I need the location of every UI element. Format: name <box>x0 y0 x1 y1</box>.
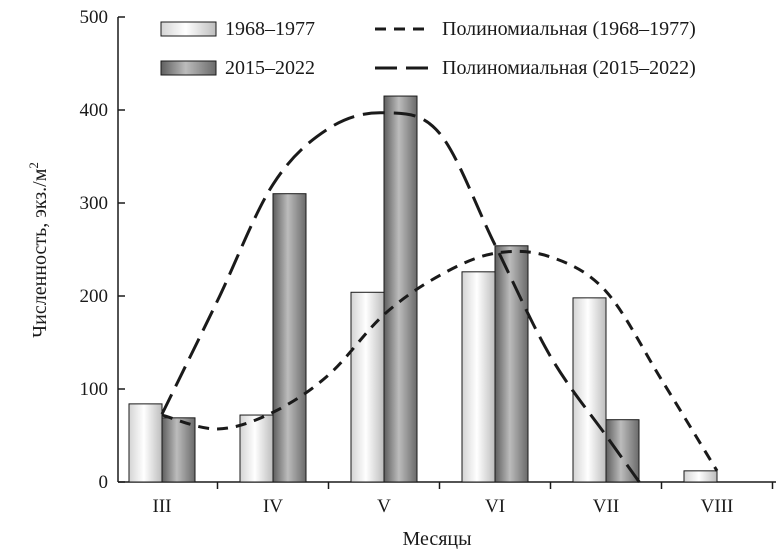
x-tick-label: V <box>377 496 391 517</box>
legend-label-1968-1977: 1968–1977 <box>225 18 315 40</box>
bar-1968-1977-vii <box>572 297 607 483</box>
x-ticks: III IV V VI VII VIII <box>153 482 774 517</box>
x-tick-label: IV <box>263 496 283 517</box>
x-tick-label: III <box>153 496 172 517</box>
bar-1968-1977-vi <box>461 271 496 483</box>
legend-swatch-2015-2022 <box>160 60 217 76</box>
y-tick-label: 400 <box>80 100 109 121</box>
y-tick-label: 500 <box>80 7 109 28</box>
y-tick-label: 200 <box>80 286 109 307</box>
trendline-1968-1977 <box>161 249 719 472</box>
bar-2015-2022-vii <box>605 419 640 483</box>
y-tick-label: 100 <box>80 379 109 400</box>
legend-label-trend-2015-2022: Полиномиальная (2015–2022) <box>442 57 696 79</box>
x-tick-label: VIII <box>701 496 734 517</box>
bar-2015-2022-v <box>383 95 418 483</box>
x-axis-title: Месяцы <box>402 528 471 550</box>
bar-1968-1977-iv <box>239 414 274 483</box>
y-axis-title: Численность, экз./м2 <box>26 162 51 338</box>
y-tick-label: 300 <box>80 193 109 214</box>
trendlines <box>160 111 719 483</box>
legend-swatch-1968-1977 <box>160 21 217 37</box>
bars <box>128 95 718 483</box>
legend-label-2015-2022: 2015–2022 <box>225 57 315 79</box>
legend-label-trend-1968-1977: Полиномиальная (1968–1977) <box>442 18 696 40</box>
bar-1968-1977-iii <box>128 403 163 483</box>
x-tick-label: VII <box>593 496 619 517</box>
y-axis-title-superscript: 2 <box>26 162 41 169</box>
y-ticks: 0 100 200 300 400 500 <box>80 7 125 493</box>
x-tick-label: VI <box>485 496 505 517</box>
bar-2015-2022-iii <box>161 417 196 483</box>
bar-2015-2022-vi <box>494 245 529 483</box>
bar-1968-1977-viii <box>683 470 718 483</box>
y-axis-title-text: Численность, экз./м <box>29 168 51 338</box>
y-tick-label: 0 <box>99 472 109 493</box>
bar-2015-2022-iv <box>272 193 307 483</box>
trendline-2015-2022 <box>160 111 641 483</box>
legend: 1968–1977 2015–2022 Полиномиальная (1968… <box>160 18 696 79</box>
